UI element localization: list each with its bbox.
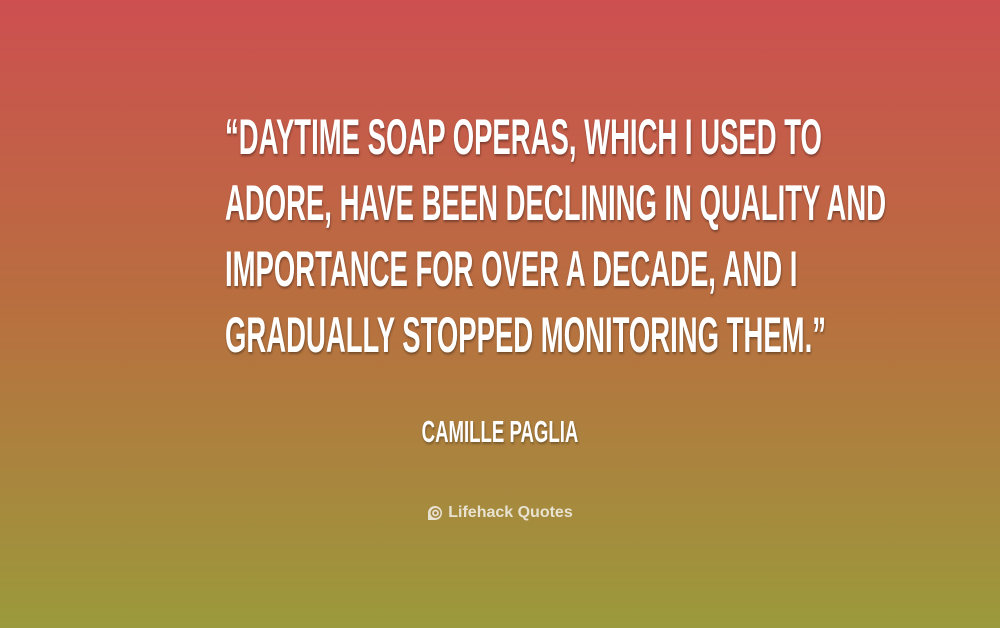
quote-line: “DAYTIME SOAP OPERAS, WHICH I USED TO (225, 109, 822, 165)
lifehack-logo-icon (428, 506, 443, 520)
brand-watermark: Lifehack Quotes (0, 504, 1000, 522)
brand-name: Lifehack Quotes (448, 504, 573, 521)
quote-text: “DAYTIME SOAP OPERAS, WHICH I USED TO AD… (0, 104, 1000, 368)
quote-line: GRADUALLY STOPPED MONITORING THEM.” (225, 307, 826, 363)
quote-line: IMPORTANCE FOR OVER A DECADE, AND I (225, 241, 798, 297)
quote-author: CAMILLE PAGLIA (421, 414, 579, 449)
quote-line: ADORE, HAVE BEEN DECLINING IN QUALITY AN… (225, 175, 887, 231)
